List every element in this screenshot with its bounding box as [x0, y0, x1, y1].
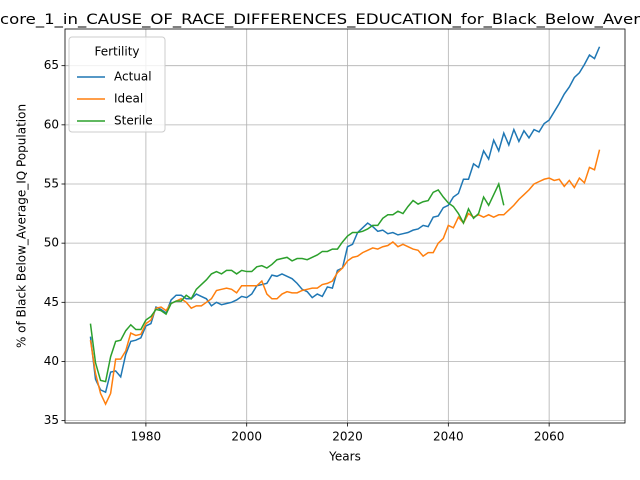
y-tick-label: 50: [44, 236, 59, 250]
x-tick-label: 2060: [534, 430, 565, 444]
x-axis-label: Years: [328, 450, 361, 464]
x-tick-label: 1980: [131, 430, 162, 444]
series-line: [89, 46, 601, 394]
x-tick-label: 2040: [433, 430, 464, 444]
x-tick-label: 2000: [231, 430, 262, 444]
series-line: [89, 181, 505, 383]
legend-box: [68, 36, 166, 133]
x-tick-label: 2020: [332, 430, 363, 444]
y-tick-label: 35: [44, 413, 59, 427]
y-tick-label: 65: [44, 58, 59, 72]
y-tick-label: 45: [44, 295, 59, 309]
chart-title: core_1_in_CAUSE_OF_RACE_DIFFERENCES_EDUC…: [0, 12, 640, 28]
legend-title: Fertility: [94, 45, 139, 59]
legend: Fertility Actual Ideal Sterile: [68, 36, 166, 133]
y-tick-label: 55: [44, 176, 59, 190]
y-tick-label: 60: [44, 117, 59, 131]
plot-frame: [64, 28, 626, 424]
y-tick-label: 40: [44, 354, 59, 368]
y-axis-label: % of Black Below_Average_IQ Population: [15, 104, 29, 348]
legend-label: Actual: [114, 70, 152, 84]
legend-label: Ideal: [114, 92, 143, 106]
series-line: [89, 149, 601, 406]
legend-label: Sterile: [114, 114, 153, 128]
